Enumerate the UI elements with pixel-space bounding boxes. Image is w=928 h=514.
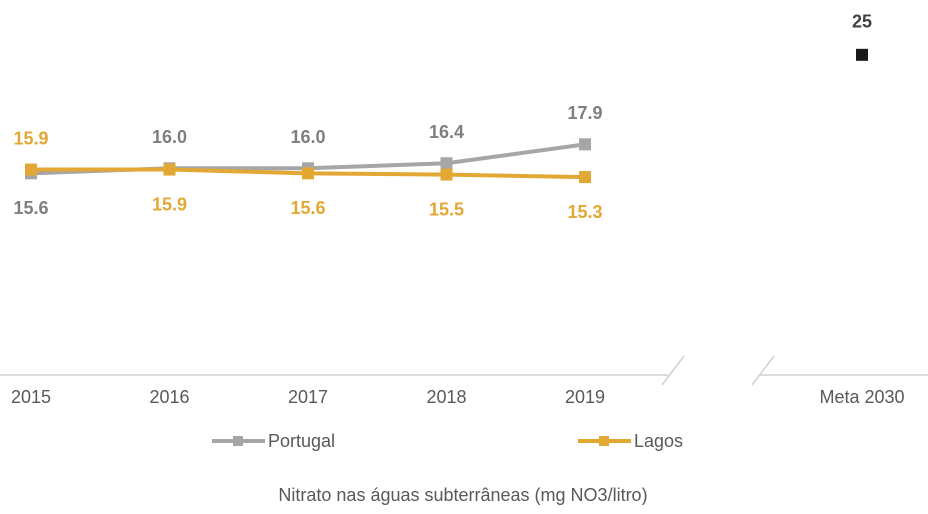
marker	[25, 163, 37, 176]
data-label: 16.0	[152, 127, 187, 147]
chart-title: Nitrato nas águas subterrâneas (mg NO3/l…	[278, 485, 647, 505]
target-label: 25	[852, 12, 872, 32]
data-label: 17.9	[567, 103, 602, 123]
data-label: 16.0	[290, 127, 325, 147]
legend-label: Portugal	[268, 431, 335, 451]
marker	[440, 157, 453, 170]
legend-marker	[233, 436, 243, 446]
data-label: 15.5	[429, 199, 464, 219]
x-tick-label: 2017	[288, 387, 328, 407]
marker	[440, 168, 453, 181]
data-label: 15.3	[567, 202, 602, 222]
data-label: 15.9	[13, 128, 48, 148]
x-tick-label: 2019	[565, 387, 605, 407]
x-tick-label: 2018	[426, 387, 466, 407]
legend-marker	[599, 436, 609, 446]
axis-break	[751, 355, 775, 386]
marker	[302, 167, 314, 180]
x-tick-label: 2016	[149, 387, 189, 407]
x-tick-label: Meta 2030	[819, 387, 904, 407]
x-axis	[0, 355, 928, 386]
marker	[579, 171, 591, 184]
marker	[163, 163, 176, 176]
data-label: 15.6	[13, 198, 48, 218]
x-tick-label: 2015	[11, 387, 51, 407]
axis-break	[661, 355, 685, 386]
legend-label: Lagos	[634, 431, 683, 451]
data-label: 16.4	[429, 122, 464, 142]
marker	[579, 138, 591, 151]
target-marker	[856, 48, 868, 61]
data-label: 15.6	[290, 198, 325, 218]
data-label: 15.9	[152, 194, 187, 214]
